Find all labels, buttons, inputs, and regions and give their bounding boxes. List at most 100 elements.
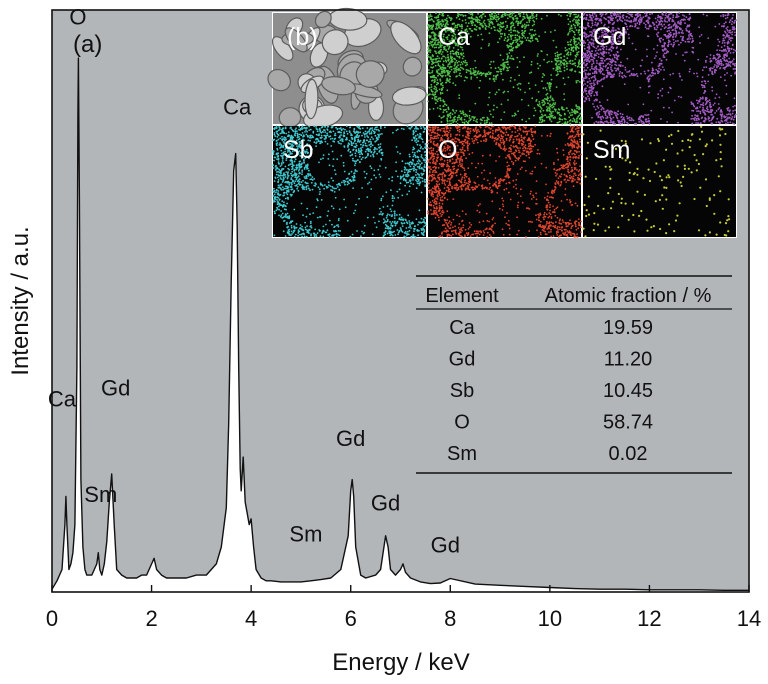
map-dot xyxy=(606,115,609,118)
map-dot xyxy=(360,148,363,151)
map-dot xyxy=(488,122,491,124)
map-dot xyxy=(557,57,560,59)
map-dot xyxy=(571,60,574,62)
map-dot xyxy=(274,165,277,168)
map-dot xyxy=(501,15,504,17)
map-dot xyxy=(717,108,720,111)
map-dot xyxy=(689,68,691,70)
map-dot xyxy=(621,122,624,125)
map-dot xyxy=(418,176,421,179)
map-dot xyxy=(486,116,489,119)
map-dot xyxy=(288,217,291,220)
map-dot xyxy=(543,100,545,103)
map-dot xyxy=(412,158,414,161)
map-dot xyxy=(370,136,373,139)
map-dot xyxy=(607,16,610,19)
map-dot xyxy=(541,80,543,83)
map-dot xyxy=(439,74,442,77)
map-dot xyxy=(701,76,704,79)
map-dot xyxy=(272,153,275,156)
map-dot xyxy=(717,38,719,41)
map-dot xyxy=(569,122,572,125)
map-dot xyxy=(480,15,483,17)
map-dot xyxy=(568,47,571,50)
map-dot xyxy=(541,99,544,102)
map-dot xyxy=(412,183,415,186)
map-dot xyxy=(393,197,396,200)
map-dot xyxy=(372,154,375,156)
map-dot xyxy=(662,38,665,41)
map-dot xyxy=(661,44,664,47)
map-dot xyxy=(526,21,528,24)
map-dot xyxy=(606,63,609,65)
map-dot xyxy=(475,20,477,23)
map-dot xyxy=(461,112,463,114)
map-dot xyxy=(725,27,728,30)
map-dot xyxy=(682,32,684,34)
map-dot xyxy=(499,31,501,33)
map-dot xyxy=(729,65,732,68)
map-dot xyxy=(431,75,434,78)
map-dot xyxy=(525,24,528,27)
map-dot xyxy=(305,129,307,132)
map-dot xyxy=(541,76,544,78)
map-dot xyxy=(595,15,598,18)
map-dot xyxy=(612,123,615,125)
map-dot xyxy=(447,72,449,75)
map-dot xyxy=(719,49,721,52)
map-dot xyxy=(287,174,290,177)
map-dot xyxy=(316,141,318,143)
map-dot xyxy=(557,53,559,56)
map-dot xyxy=(328,153,330,156)
map-dot xyxy=(476,121,478,123)
map-dot xyxy=(716,49,718,51)
map-dot xyxy=(418,184,421,186)
map-dot xyxy=(277,138,280,141)
map-dot xyxy=(585,76,588,79)
map-dot xyxy=(608,58,610,60)
map-dot xyxy=(454,33,457,36)
map-dot xyxy=(507,63,509,66)
map-dot xyxy=(336,183,338,186)
map-dot xyxy=(360,235,362,238)
map-dot xyxy=(294,176,297,179)
map-dot xyxy=(347,142,350,145)
map-dot xyxy=(441,44,443,47)
map-dot xyxy=(463,79,466,82)
map-dot xyxy=(323,187,325,190)
map-dot xyxy=(723,44,726,47)
map-dot xyxy=(431,54,434,57)
map-dot xyxy=(731,43,734,46)
map-dot xyxy=(427,29,430,32)
map-dot xyxy=(733,97,736,100)
map-dot xyxy=(547,102,550,105)
map-dot xyxy=(454,112,456,114)
map-dot xyxy=(441,92,444,94)
map-dot xyxy=(329,138,332,140)
map-dot xyxy=(458,116,460,119)
map-dot xyxy=(583,100,586,103)
map-dot xyxy=(528,19,531,22)
map-dot xyxy=(309,178,312,181)
map-dot xyxy=(499,25,502,28)
map-dot xyxy=(528,87,531,90)
map-dot xyxy=(552,39,555,42)
map-dot xyxy=(367,153,369,156)
map-dot xyxy=(644,72,647,75)
map-dot xyxy=(579,43,582,46)
map-dot xyxy=(416,143,419,146)
map-dot xyxy=(495,74,498,77)
map-dot xyxy=(438,115,441,118)
map-dot xyxy=(527,82,530,85)
map-dot xyxy=(588,50,591,53)
map-dot xyxy=(353,128,356,131)
map-dot xyxy=(587,43,590,46)
map-dot xyxy=(533,29,536,32)
map-dot xyxy=(457,64,459,67)
map-dot xyxy=(619,65,622,68)
map-dot xyxy=(331,125,334,128)
map-dot xyxy=(490,60,492,63)
map-dot xyxy=(713,66,715,68)
map-dot xyxy=(546,53,549,56)
map-dot xyxy=(699,42,701,44)
